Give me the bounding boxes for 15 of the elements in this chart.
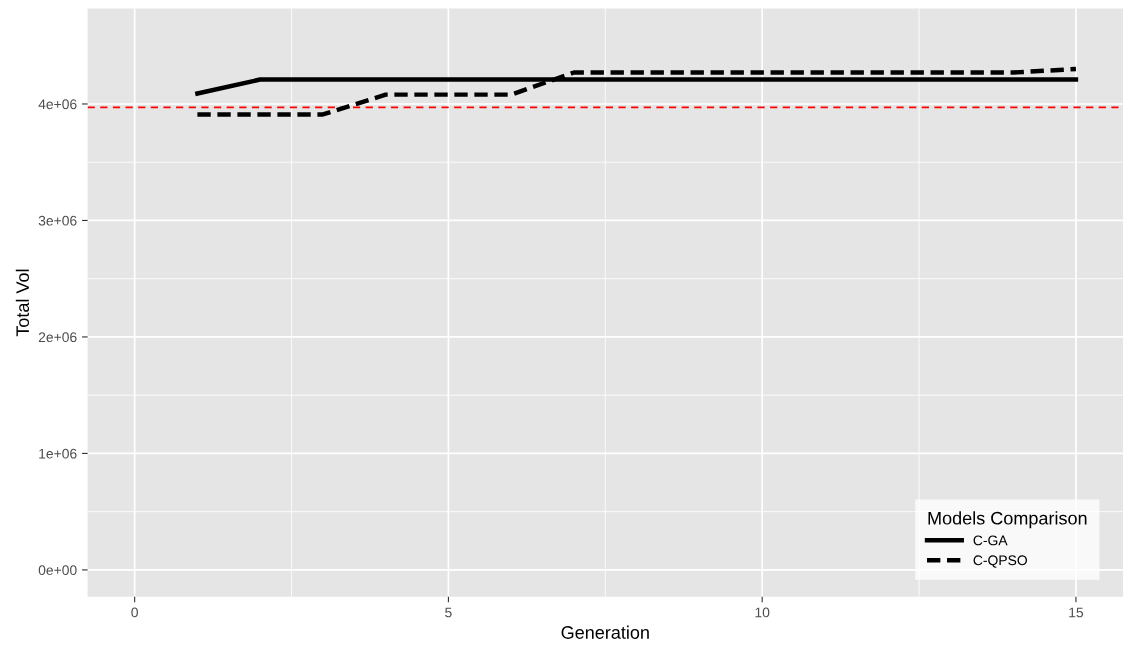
y-tick-label: 4e+06 <box>38 99 77 110</box>
legend-label: C-GA <box>973 535 1008 546</box>
y-axis-title: Total Vol <box>15 269 30 337</box>
legend-title: Models Comparison <box>928 511 1087 529</box>
x-tick-label: 0 <box>131 607 138 618</box>
x-tick-label: 5 <box>445 607 452 618</box>
x-tick-label: 15 <box>1069 607 1084 618</box>
line-series <box>195 66 1079 117</box>
x-tick-label: 10 <box>755 607 770 618</box>
legend-label: C-QPSO <box>973 555 1027 568</box>
y-tick-label: 1e+06 <box>39 448 77 459</box>
x-axis-title: Generation <box>561 625 649 639</box>
y-tick-label: 3e+06 <box>38 215 77 226</box>
y-tick-label: 2e+06 <box>38 332 77 343</box>
y-tick-label: 0e+00 <box>38 565 77 576</box>
